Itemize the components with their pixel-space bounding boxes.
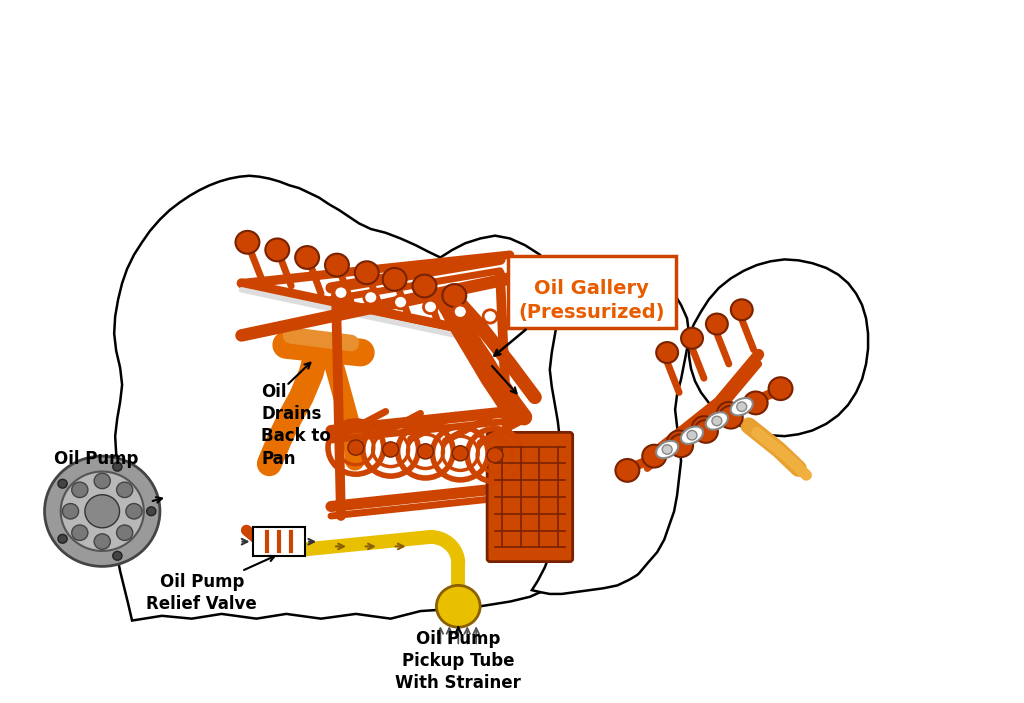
Circle shape: [355, 262, 379, 284]
Circle shape: [692, 416, 716, 439]
Circle shape: [126, 503, 142, 519]
Circle shape: [615, 459, 639, 482]
Circle shape: [743, 392, 768, 414]
Circle shape: [265, 238, 289, 262]
Circle shape: [737, 402, 746, 411]
Text: Oil Pump
Relief Valve: Oil Pump Relief Valve: [146, 573, 257, 613]
Text: Oil
Drains
Back to
Pan: Oil Drains Back to Pan: [261, 383, 331, 467]
Circle shape: [731, 299, 753, 321]
Circle shape: [436, 586, 480, 627]
Circle shape: [717, 402, 740, 425]
Circle shape: [487, 448, 503, 463]
Text: Oil Gallery
(Pressurized): Oil Gallery (Pressurized): [518, 279, 665, 321]
Polygon shape: [531, 269, 689, 594]
Circle shape: [58, 534, 68, 543]
Circle shape: [442, 284, 466, 307]
Circle shape: [769, 378, 793, 400]
Circle shape: [325, 254, 349, 276]
Circle shape: [694, 420, 718, 443]
Circle shape: [117, 525, 133, 541]
Circle shape: [72, 482, 88, 498]
Circle shape: [706, 314, 728, 335]
Circle shape: [113, 551, 122, 560]
Polygon shape: [689, 259, 868, 436]
Circle shape: [413, 275, 436, 297]
Circle shape: [45, 456, 160, 567]
Ellipse shape: [656, 441, 678, 458]
Circle shape: [85, 495, 120, 528]
Circle shape: [668, 430, 691, 453]
Circle shape: [334, 286, 348, 299]
Circle shape: [663, 445, 672, 454]
Circle shape: [418, 444, 433, 459]
Text: Oil Pump: Oil Pump: [54, 451, 139, 468]
Circle shape: [236, 231, 259, 254]
Circle shape: [383, 268, 407, 291]
Circle shape: [383, 442, 398, 457]
Circle shape: [656, 342, 678, 363]
Ellipse shape: [706, 412, 728, 430]
Circle shape: [681, 328, 702, 349]
Circle shape: [364, 291, 378, 304]
Circle shape: [669, 434, 693, 457]
Circle shape: [483, 310, 497, 323]
Circle shape: [687, 430, 697, 440]
Circle shape: [453, 446, 468, 461]
Circle shape: [712, 416, 722, 426]
FancyBboxPatch shape: [487, 432, 572, 562]
Circle shape: [72, 525, 88, 541]
Circle shape: [62, 503, 79, 519]
Circle shape: [295, 246, 319, 269]
Circle shape: [117, 482, 133, 498]
Circle shape: [719, 406, 742, 429]
Circle shape: [424, 300, 437, 314]
Circle shape: [454, 305, 467, 318]
Ellipse shape: [681, 427, 703, 444]
Circle shape: [642, 445, 667, 467]
Circle shape: [393, 295, 408, 309]
Circle shape: [94, 534, 111, 549]
Circle shape: [113, 463, 122, 471]
Circle shape: [60, 472, 143, 551]
Circle shape: [58, 479, 68, 488]
Circle shape: [94, 473, 111, 489]
Ellipse shape: [731, 398, 753, 415]
Text: Oil Pump
Pickup Tube
With Strainer: Oil Pump Pickup Tube With Strainer: [395, 630, 521, 692]
Circle shape: [146, 507, 156, 516]
Polygon shape: [114, 176, 578, 621]
FancyBboxPatch shape: [253, 527, 305, 556]
FancyBboxPatch shape: [508, 256, 676, 328]
Circle shape: [348, 440, 364, 455]
